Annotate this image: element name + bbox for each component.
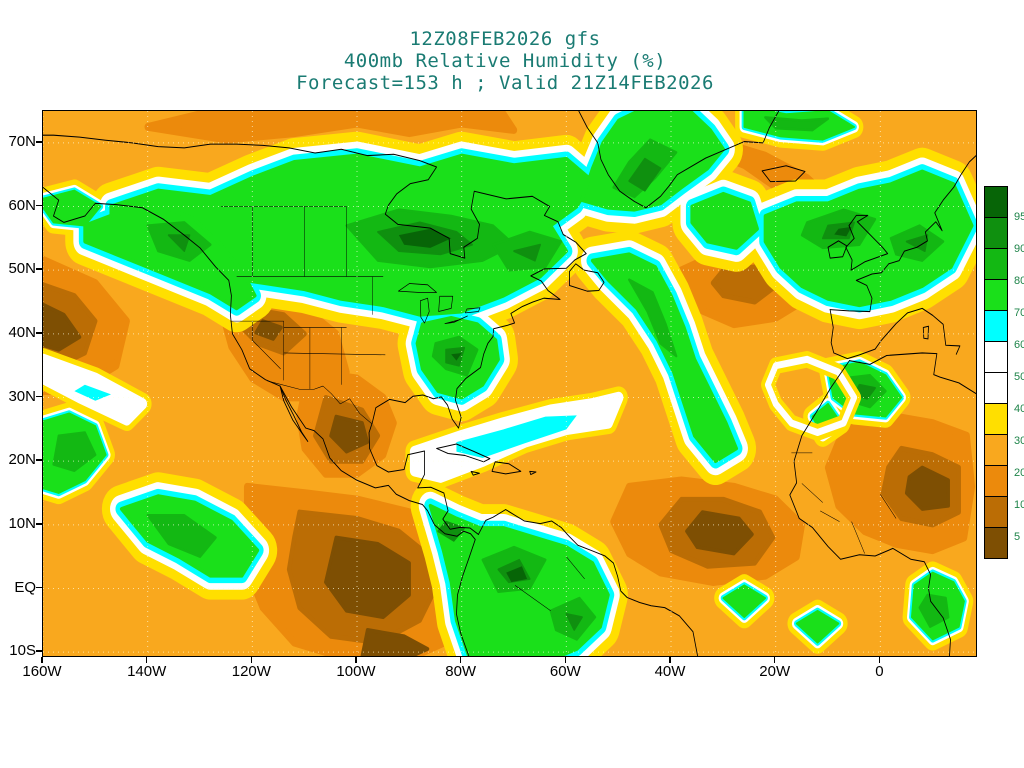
y-axis-tick [36, 586, 42, 589]
colorbar-band-60-70 [984, 310, 1008, 342]
colorbar-band-70-80 [984, 279, 1008, 311]
y-axis-label: 60N [8, 196, 36, 214]
y-axis-tick [36, 523, 42, 525]
y-axis-label: 70N [8, 132, 36, 150]
y-axis-label: 30N [8, 387, 36, 405]
x-axis-label: 40W [654, 663, 686, 680]
y-axis-label: 40N [8, 323, 36, 341]
x-axis-label: 100W [336, 663, 376, 680]
x-axis-tick [773, 656, 776, 663]
colorbar-label: 90 [1014, 243, 1024, 255]
y-axis-tick [36, 204, 42, 207]
y-axis-label: 10N [8, 514, 36, 532]
colorbar-band-90-95 [984, 217, 1008, 249]
y-axis-label: EQ [14, 578, 36, 596]
y-axis-tick [36, 268, 42, 270]
colorbar-label: 80 [1014, 275, 1024, 287]
x-axis-label: 140W [127, 663, 167, 680]
colorbar-label: 30 [1014, 435, 1024, 447]
y-axis-tick [36, 459, 42, 461]
colorbar-band-10-20 [984, 465, 1008, 497]
x-axis-tick [41, 656, 43, 663]
colorbar-label: 95 [1014, 211, 1024, 223]
colorbar-band-50-60 [984, 341, 1008, 373]
x-axis-label: 20W [759, 663, 791, 680]
colorbar-band-30-40 [984, 403, 1008, 435]
colorbar-label: 60 [1014, 339, 1024, 351]
colorbar-label: 5 [1014, 531, 1021, 543]
field-title: 400mb Relative Humidity (%) [343, 50, 667, 72]
y-axis-tick [36, 395, 42, 398]
y-axis-label: 50N [8, 260, 36, 278]
colorbar-label: 20 [1014, 467, 1024, 479]
x-axis-tick [878, 656, 881, 663]
y-axis-label: 20N [8, 451, 36, 469]
x-axis-label: 120W [231, 663, 271, 680]
map-plot-area [42, 110, 977, 657]
colorbar-band-5-10 [984, 496, 1008, 528]
colorbar-band-40-50 [984, 372, 1008, 404]
x-axis-tick [250, 656, 253, 663]
colorbar-band-80-90 [984, 248, 1008, 280]
x-axis-tick [669, 656, 671, 663]
y-axis-label: 10S [9, 642, 36, 660]
coastline-layer [43, 111, 976, 656]
colorbar: 95 90 80 70 60 50 40 30 20 10 5 [984, 186, 1024, 559]
x-axis-tick [145, 656, 148, 663]
forecast-valid-title: Forecast=153 h ; Valid 21Z14FEB2026 [296, 72, 714, 94]
transition-streaks-layer [43, 359, 854, 458]
x-axis-tick [564, 656, 567, 663]
latlon-grid-layer [43, 111, 976, 656]
y-axis-tick [36, 650, 42, 652]
dry-regions-layer [43, 111, 976, 656]
x-axis-label: 60W [549, 663, 581, 680]
x-axis-label: 160W [22, 663, 62, 680]
colorbar-band->95 [984, 186, 1008, 218]
x-axis-label: 0 [875, 663, 884, 680]
colorbar-label: 70 [1014, 307, 1024, 319]
colorbar-band-<5 [984, 527, 1008, 559]
colorbar-label: 10 [1014, 499, 1024, 511]
colorbar-label: 50 [1014, 371, 1024, 383]
x-axis-label: 80W [445, 663, 477, 680]
humidity-map [43, 111, 976, 656]
x-axis-tick [355, 656, 357, 663]
y-axis-tick [36, 332, 42, 334]
model-run-title: 12Z08FEB2026 gfs [409, 28, 601, 50]
chart-title-block: 12Z08FEB2026 gfs 400mb Relative Humidity… [0, 28, 1010, 94]
colorbar-label: 40 [1014, 403, 1024, 415]
colorbar-band-20-30 [984, 434, 1008, 466]
humidity-field-layer [43, 111, 972, 656]
x-axis-tick [459, 656, 462, 663]
y-axis-tick [36, 141, 42, 143]
